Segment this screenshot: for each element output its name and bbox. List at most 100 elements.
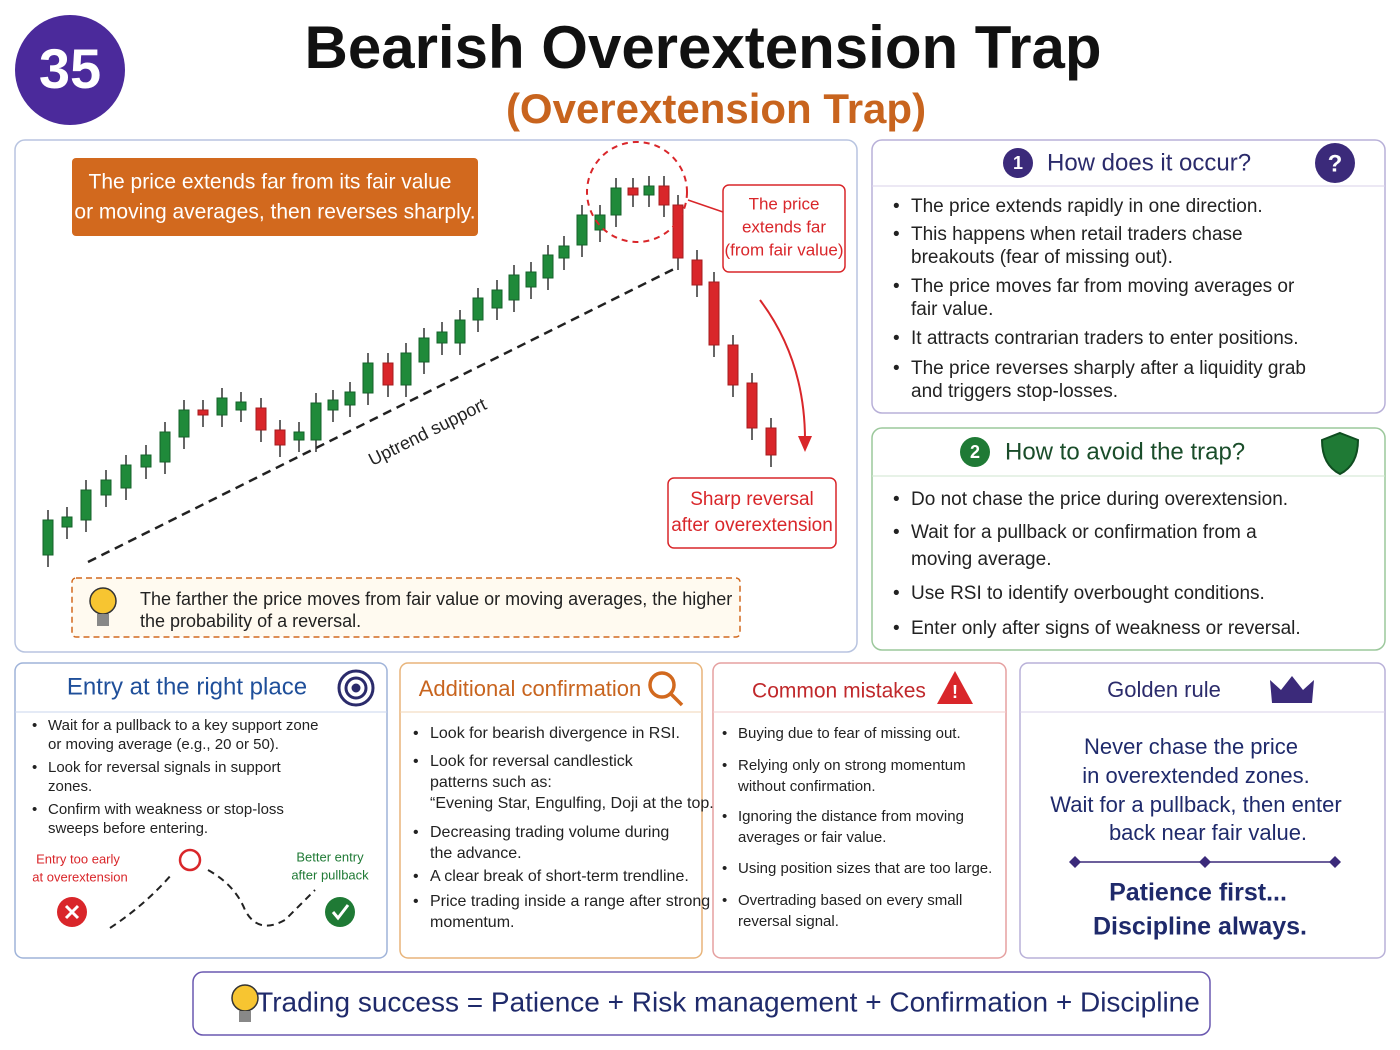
candle-body: [344, 391, 356, 406]
candle-body: [672, 204, 684, 259]
note-text: The farther the price moves from fair va…: [140, 589, 732, 609]
title: Bearish Overextension Trap: [305, 14, 1102, 81]
chart-panel: [14, 139, 858, 653]
entry-label: Entry too early: [36, 851, 120, 866]
bullet: •: [893, 522, 900, 543]
candle-body: [100, 479, 112, 496]
bullet-text: sweeps before entering.: [48, 820, 208, 837]
bullet-text: “Evening Star, Engulfing, Doji at the to…: [430, 795, 714, 812]
bullet: •: [893, 583, 900, 604]
price-path: [109, 869, 316, 929]
bullet-text: Wait for a pullback to a key support zon…: [48, 717, 318, 734]
bullet-text: Overtrading based on every small: [738, 892, 962, 909]
callout-box: [722, 184, 846, 273]
badge: [15, 15, 125, 125]
motto: Discipline always.: [1093, 913, 1307, 941]
candle-body: [80, 489, 92, 521]
candle-body: [594, 214, 606, 231]
rule-text: Never chase the price: [1084, 734, 1298, 759]
check-mark: [331, 904, 350, 921]
bullet: •: [413, 893, 419, 910]
mistakes-panel: [712, 662, 1007, 959]
candle-body: [235, 401, 247, 411]
bullet-text: Confirm with weakness or stop-loss: [48, 801, 284, 818]
bullet-text: or moving average (e.g., 20 or 50).: [48, 736, 279, 753]
candle-body: [542, 254, 554, 279]
candles: [42, 176, 777, 567]
candle-body: [178, 409, 190, 438]
reversal-arrow: [759, 299, 806, 441]
candle-body: [159, 431, 171, 463]
callout-text: extends far: [742, 217, 826, 236]
candle-body: [576, 214, 588, 246]
headline: or moving averages, then reverses sharpl…: [74, 201, 475, 224]
shield-icon: [1320, 431, 1360, 476]
candle-body: [454, 319, 466, 344]
arrow-head: [798, 436, 812, 452]
support-line: [87, 266, 677, 564]
candle-body: [508, 274, 520, 301]
avoid-panel: [871, 427, 1386, 651]
bullet-text: Do not chase the price during overextens…: [911, 489, 1288, 510]
bullet-text: The price reverses sharply after a liqui…: [911, 358, 1306, 379]
candle-body: [274, 429, 286, 446]
bullet: •: [413, 753, 419, 770]
candle-body: [418, 337, 430, 363]
question-mark: ?: [1328, 150, 1343, 177]
bullet: •: [413, 868, 419, 885]
bullet-text: the advance.: [430, 845, 522, 862]
motto: Patience first...: [1109, 879, 1287, 907]
bullet-text: moving average.: [911, 549, 1051, 570]
reversal-text: Sharp reversal: [690, 489, 814, 510]
candle-body: [400, 352, 412, 386]
bullet: •: [722, 757, 727, 774]
candle-body: [491, 289, 503, 309]
candle-body: [610, 187, 622, 216]
bullet-text: without confirmation.: [737, 778, 876, 795]
early-point: [178, 848, 202, 872]
footer-box: [192, 971, 1211, 1036]
reversal-box: [667, 477, 837, 549]
rule-text: Wait for a pullback, then enter: [1050, 792, 1341, 817]
bullet-text: patterns such as:: [430, 774, 552, 791]
callout-text: (from fair value): [724, 240, 843, 259]
candle-body: [197, 409, 209, 416]
confirmation-panel: [399, 662, 703, 959]
bullet: •: [413, 824, 419, 841]
bullet-text: This happens when retail traders chase: [911, 224, 1243, 245]
bullet-text: Price trading inside a range after stron…: [430, 893, 710, 910]
entry-label: Better entry: [296, 849, 364, 864]
candle-body: [61, 516, 73, 528]
bullet: •: [722, 725, 727, 742]
golden-panel: [1019, 662, 1386, 959]
footer-text: Trading success = Patience + Risk manage…: [256, 986, 1200, 1017]
number-circle: [1003, 148, 1033, 178]
panel-title: Additional confirmation: [419, 676, 642, 701]
bullet-text: averages or fair value.: [738, 829, 886, 846]
candle-body: [708, 281, 720, 346]
headline: The price extends far from its fair valu…: [89, 171, 452, 194]
candle-body: [765, 427, 777, 456]
candle-body: [436, 331, 448, 344]
bullet: •: [32, 717, 37, 734]
crown-icon: [1270, 676, 1314, 703]
reversal-text: after overextension: [671, 515, 833, 536]
candle-body: [362, 362, 374, 394]
candle-body: [746, 382, 758, 429]
bullet: •: [722, 860, 727, 877]
panel-title: Common mistakes: [752, 680, 926, 703]
candle-body: [255, 407, 267, 431]
candle-body: [627, 187, 639, 196]
candle-body: [643, 185, 655, 196]
warning-icon: [937, 671, 973, 704]
candle-body: [310, 402, 322, 441]
bullet-text: breakouts (fear of missing out).: [911, 247, 1173, 268]
occur-panel: [871, 139, 1386, 414]
bullet: •: [32, 801, 37, 818]
entry-label: after pullback: [291, 867, 369, 882]
panel-title: How to avoid the trap?: [1005, 438, 1245, 465]
right-icon: [325, 897, 355, 927]
bullet: •: [413, 725, 419, 742]
rule-text: back near fair value.: [1109, 820, 1307, 845]
bullet-text: fair value.: [911, 299, 993, 320]
